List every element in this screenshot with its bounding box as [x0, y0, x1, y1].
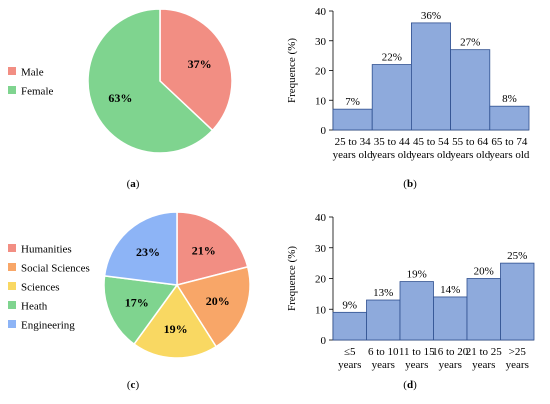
- pie-slice-male: [159, 8, 233, 132]
- bar-value-label-16-to-20-years: 14%: [440, 284, 460, 296]
- bar-6-to-10-years: [366, 299, 401, 341]
- pie-slice-heath: [103, 275, 179, 346]
- bar-chart-age: 0 10 20 30 40 Frequence (%) 7% 25 to 34 years ol…: [286, 6, 530, 161]
- pie-slice-engineering: [103, 211, 178, 286]
- x-tick-label-25-to-34-years-old: 25 to 34 years old: [333, 136, 374, 161]
- bar-35-to-44-years-old: [371, 64, 412, 131]
- pie-slice-sciences: [133, 283, 218, 359]
- bar-45-to-54-years-old: [410, 22, 451, 131]
- x-tick-label-45-to-54-years-old: 45 to 54 years old: [411, 136, 452, 161]
- legend-label-female: Female: [21, 86, 53, 98]
- pie-chart-field: 21% 20% 19% 17% 23% Humanities Social Sciences…: [8, 211, 251, 359]
- pie-label-heath: 17%: [125, 295, 149, 309]
- bar-value-label-11-to-15-years: 19%: [407, 269, 427, 281]
- bar-value-label-21-to-25-years: 20%: [474, 266, 494, 278]
- y-axis: 0 10 20 30 40: [315, 6, 334, 137]
- legend-label-male: Male: [21, 67, 44, 79]
- legend-swatch-humanities: [8, 244, 16, 252]
- bar-value-label-55-to-64-years-old: 27%: [460, 37, 480, 49]
- bar-16-to-20-years: [433, 296, 468, 341]
- x-tick-label-16-to-20-years: 16 to 20 years: [432, 346, 469, 371]
- x-tick-label-5-years: ≤5 years: [338, 346, 361, 371]
- y-tick-label: 0: [321, 335, 327, 347]
- y-tick-label: 40: [315, 212, 327, 224]
- bar-55-to-64-years-old: [450, 49, 491, 131]
- bar-chart-experience: 0 10 20 30 40 Frequence (%) 9% ≤5 years 13% 6 to 1…: [286, 212, 535, 371]
- y-tick-label: 10: [315, 95, 327, 107]
- bar-25-to-34-years-old: [332, 108, 373, 131]
- x-tick-label-21-to-25-years: 21 to 25 years: [466, 346, 503, 371]
- legend-label-heath: Heath: [21, 301, 48, 313]
- bar-5-years: [332, 311, 367, 341]
- legend-swatch-social-sciences: [8, 263, 16, 271]
- pie-label-male: 37%: [188, 57, 212, 71]
- y-tick-label: 0: [321, 125, 327, 137]
- bar-value-label-35-to-44-years-old: 22%: [382, 52, 402, 64]
- pie-slice-female: [87, 8, 214, 154]
- y-tick-label: 20: [315, 274, 327, 286]
- bar-value-label-45-to-54-years-old: 36%: [421, 10, 441, 22]
- y-tick-label: 30: [315, 36, 327, 48]
- pie-label-female: 63%: [108, 91, 132, 105]
- y-axis-title: Frequence (%): [286, 246, 298, 311]
- pie-chart-gender: 37% 63% Male Female: [8, 8, 233, 154]
- legend-swatch-heath: [8, 301, 16, 309]
- legend-swatch-engineering: [8, 320, 16, 328]
- legend-label-engineering: Engineering: [21, 320, 75, 332]
- panel-label-d: (d): [403, 379, 417, 391]
- legend-swatch-male: [8, 67, 16, 75]
- bar-65-to-74-years-old: [489, 105, 530, 131]
- y-tick-label: 30: [315, 243, 327, 255]
- pie-slice-social-sciences: [175, 265, 251, 348]
- y-axis: 0 10 20 30 40: [315, 212, 334, 347]
- panel-label-a: (a): [126, 178, 140, 190]
- y-axis-title: Frequence (%): [286, 38, 298, 103]
- x-tick-label-11-to-15-years: 11 to 15 years: [399, 346, 435, 371]
- bar-21-to-25-years: [466, 278, 501, 341]
- bar-value-label-5-years: 9%: [342, 299, 357, 311]
- bar-value-label-65-to-74-years-old: 8%: [502, 93, 517, 105]
- legend-label-sciences: Sciences: [21, 282, 59, 294]
- y-tick-label: 20: [315, 66, 327, 78]
- y-tick-label: 10: [315, 304, 327, 316]
- x-tick-label-6-to-10-years: 6 to 10 years: [368, 346, 399, 371]
- legend-swatch-female: [8, 86, 16, 94]
- pie-label-social-sciences: 20%: [206, 294, 230, 308]
- x-tick-label-65-to-74-years-old: 65 to 74 years old: [489, 136, 530, 161]
- pie-label-humanities: 21%: [192, 243, 216, 257]
- bar-25-years: [500, 262, 535, 341]
- panel-label-c: (c): [126, 379, 140, 391]
- x-tick-label-25-years: >25 years: [506, 346, 529, 371]
- pie-label-engineering: 23%: [136, 245, 160, 259]
- legend-label-social-sciences: Social Sciences: [21, 263, 90, 275]
- y-tick-label: 40: [315, 6, 327, 18]
- legend-swatch-sciences: [8, 282, 16, 290]
- bar-11-to-15-years: [399, 281, 434, 341]
- x-tick-label-55-to-64-years-old: 55 to 64 years old: [450, 136, 491, 161]
- legend-label-humanities: Humanities: [21, 244, 72, 256]
- pie-slice-humanities: [176, 211, 249, 286]
- bar-value-label-6-to-10-years: 13%: [373, 287, 393, 299]
- panel-label-b: (b): [403, 178, 417, 190]
- bar-value-label-25-to-34-years-old: 7%: [345, 96, 360, 108]
- bar-value-label-25-years: 25%: [507, 250, 527, 262]
- x-tick-label-35-to-44-years-old: 35 to 44 years old: [372, 136, 413, 161]
- pie-label-sciences: 19%: [164, 322, 188, 336]
